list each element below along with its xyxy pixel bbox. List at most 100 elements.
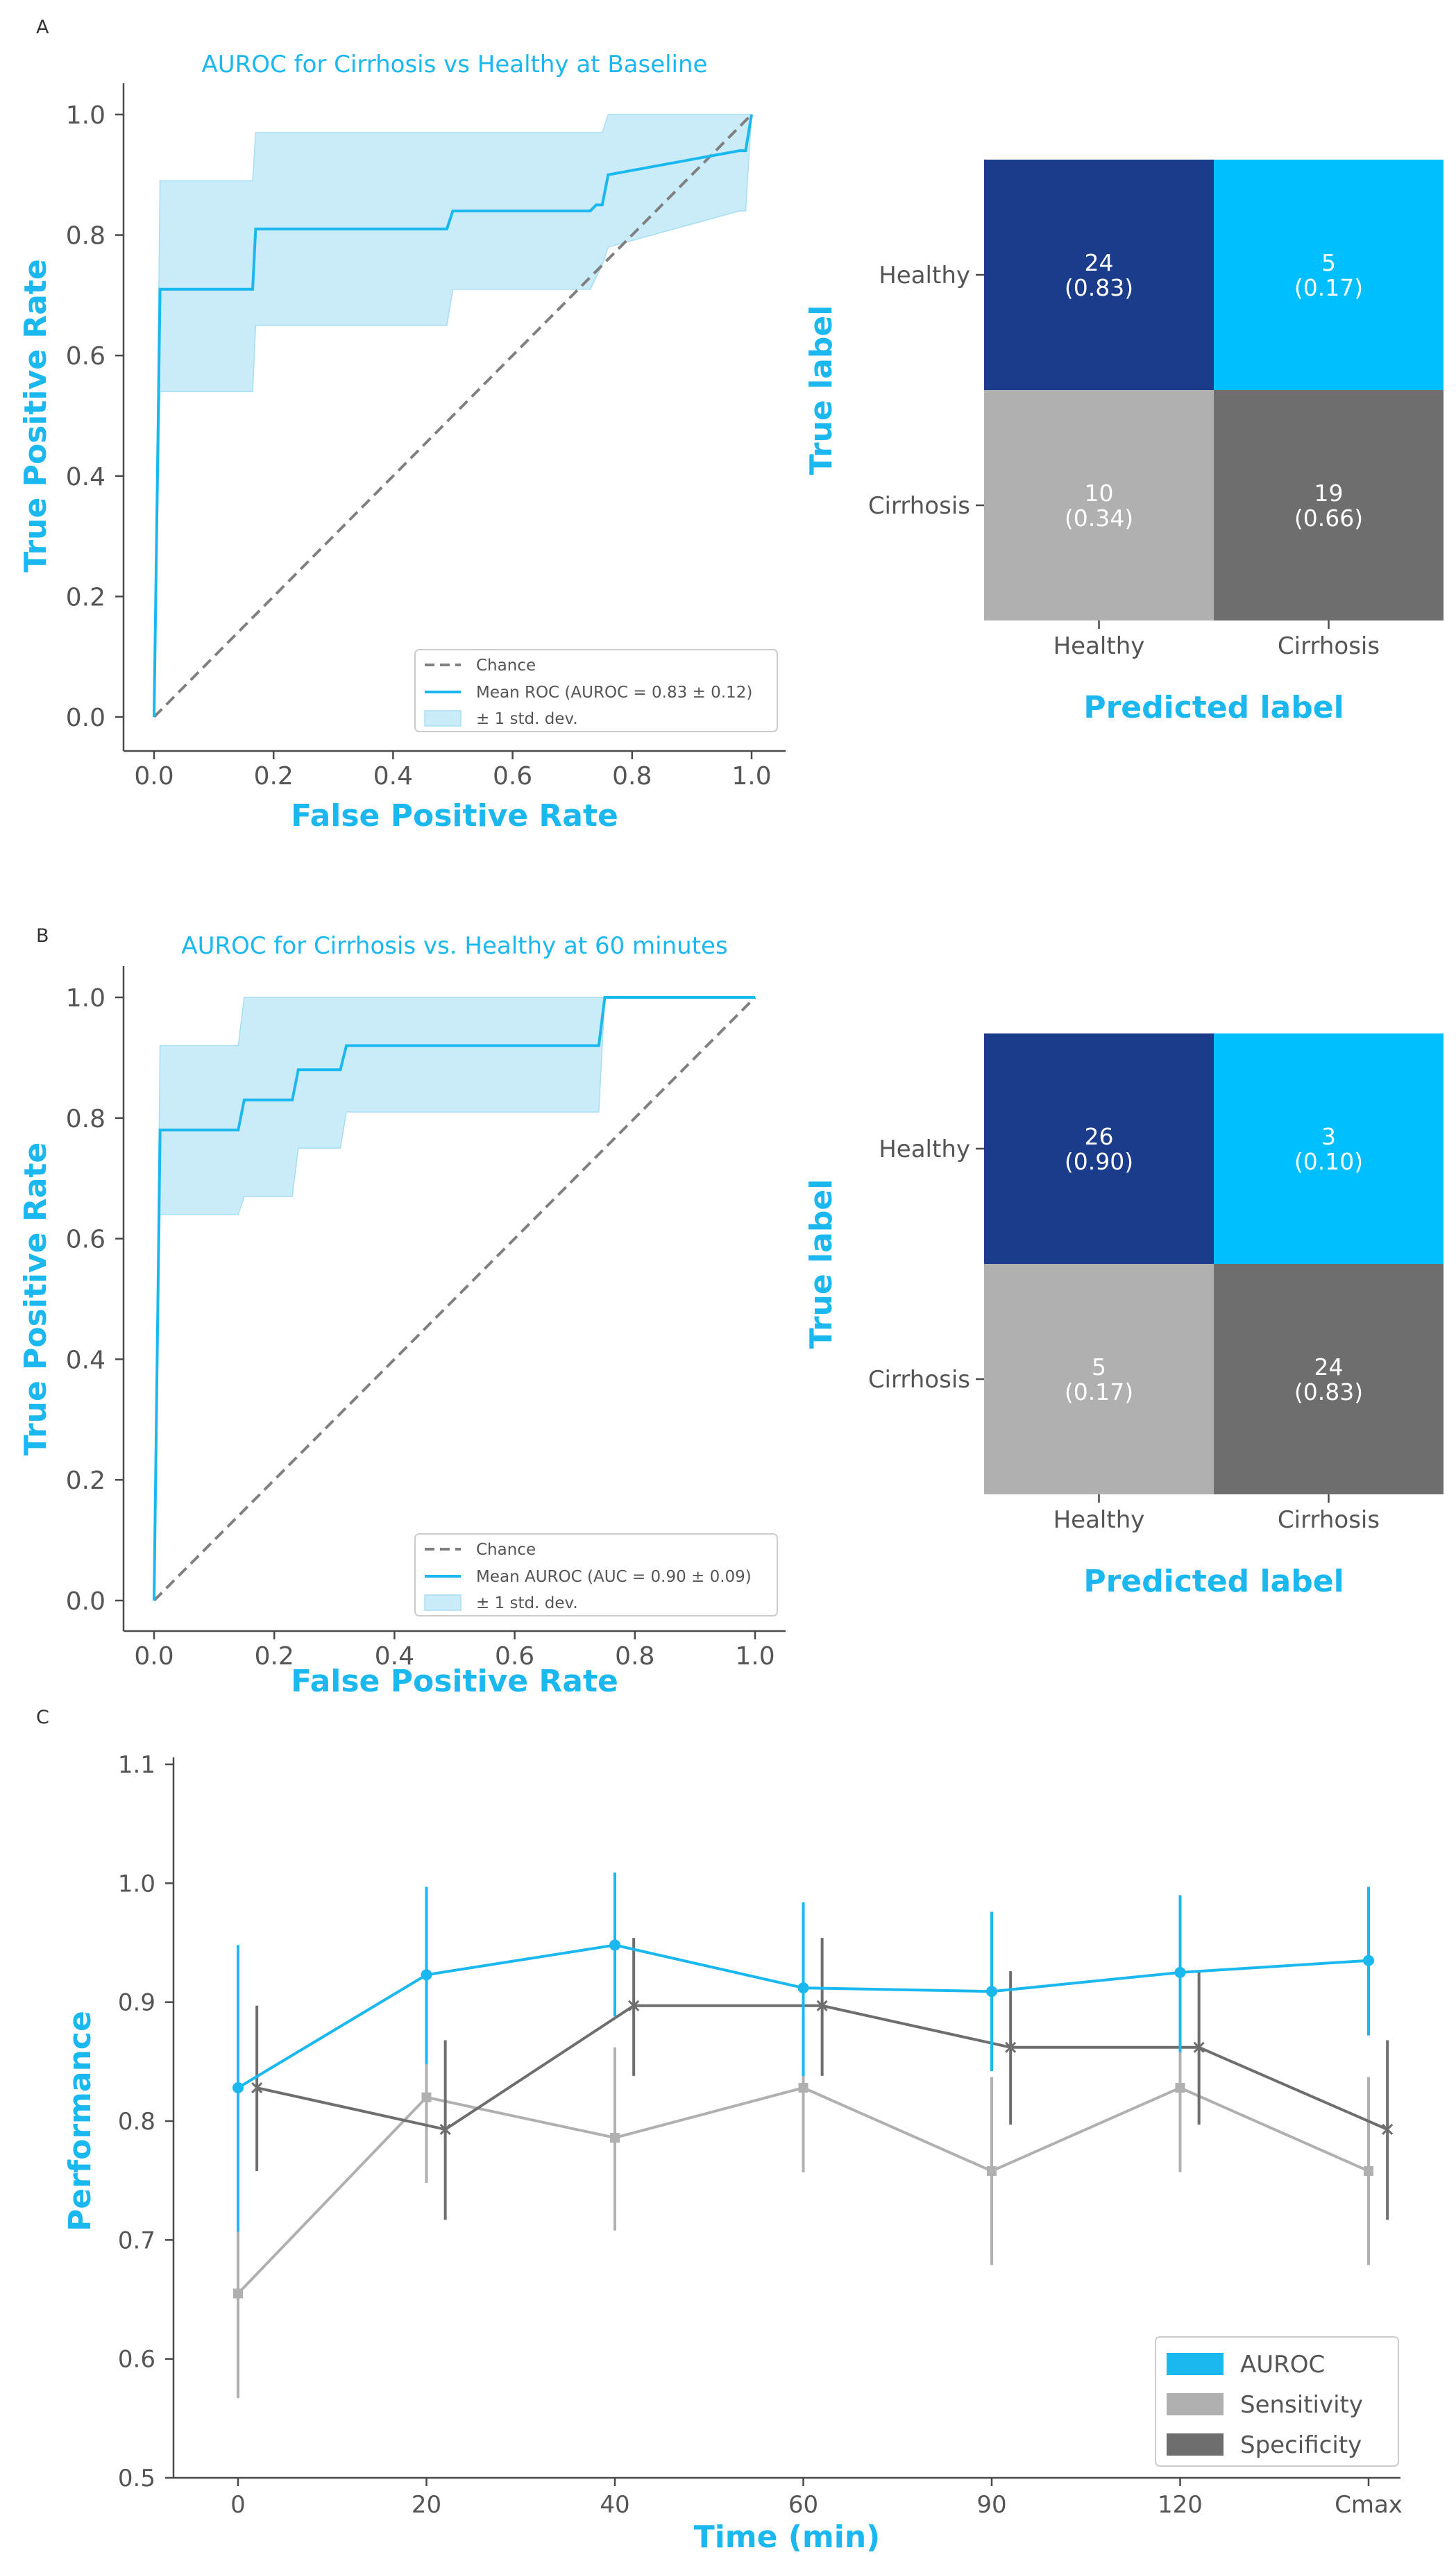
data-point bbox=[1174, 1966, 1186, 1978]
data-point bbox=[1175, 2083, 1185, 2093]
mean-roc-line bbox=[153, 114, 753, 718]
data-point bbox=[251, 2082, 263, 2094]
y-tick-label: 1.0 bbox=[66, 984, 105, 1013]
legend-band-swatch bbox=[424, 1594, 462, 1611]
cell-fraction: (0.17) bbox=[1294, 274, 1363, 301]
matrix-cell bbox=[984, 390, 1214, 620]
x-tick-label: 0.6 bbox=[493, 762, 532, 791]
y-tick-label: 0.6 bbox=[66, 342, 105, 371]
confusion-matrix-60-minutes: 26(0.90) 3(0.10) 5(0.17) 24(0.83) Healthy Cir… bbox=[804, 1033, 1444, 1599]
legend: Chance Mean AUROC (AUC = 0.90 ± 0.09) ± 1 … bbox=[414, 1533, 778, 1616]
chart-title: AUROC for Cirrhosis vs. Healthy at 60 mi… bbox=[181, 932, 727, 960]
confusion-matrix-baseline: 24(0.83) 5(0.17) 10(0.34) 19(0.66) Healthy Ci… bbox=[804, 160, 1444, 725]
x-tick-label: 1.0 bbox=[735, 1642, 774, 1671]
y-axis-label: True Positive Rate bbox=[18, 1142, 53, 1456]
data-point bbox=[439, 2123, 451, 2136]
legend-band-label: ± 1 std. dev. bbox=[476, 710, 578, 728]
legend: Chance Mean ROC (AUROC = 0.83 ± 0.12) ± 1 … bbox=[414, 649, 778, 732]
legend-band-label: ± 1 std. dev. bbox=[476, 1594, 578, 1612]
legend-frame bbox=[414, 1533, 778, 1616]
cell-count: 3 bbox=[1321, 1123, 1336, 1150]
x-tick-label: 20 bbox=[412, 2491, 441, 2519]
y-tick-label: 1.0 bbox=[66, 101, 105, 130]
matrix-cell bbox=[984, 1264, 1214, 1494]
col-tick-label: Cirrhosis bbox=[1278, 632, 1380, 660]
data-point bbox=[1363, 1955, 1374, 1966]
y-axis-label: True label bbox=[804, 1179, 839, 1349]
roc-chart-60-minutes: AUROC for Cirrhosis vs. Healthy at 60 mi… bbox=[18, 932, 786, 1699]
legend-chance-label: Chance bbox=[476, 657, 536, 675]
data-point bbox=[1005, 2041, 1017, 2053]
y-tick-label: 0.5 bbox=[118, 2465, 155, 2492]
y-tick-label: 0.9 bbox=[118, 1989, 155, 2017]
cell-fraction: (0.90) bbox=[1065, 1148, 1133, 1175]
data-point bbox=[628, 2000, 640, 2011]
legend-band-swatch bbox=[424, 710, 462, 727]
x-tick-label: 90 bbox=[976, 2491, 1006, 2519]
data-point bbox=[797, 1982, 809, 1994]
y-axis-label: True label bbox=[804, 305, 839, 475]
matrix-cell bbox=[1214, 1033, 1444, 1264]
y-tick-label: 0.4 bbox=[66, 463, 105, 491]
legend-mean-label: Mean ROC (AUROC = 0.83 ± 0.12) bbox=[476, 684, 752, 702]
x-tick-label: 0.2 bbox=[254, 762, 294, 791]
cell-count: 5 bbox=[1321, 249, 1336, 276]
cell-count: 26 bbox=[1085, 1123, 1114, 1150]
legend-swatch bbox=[1167, 2433, 1224, 2456]
matrix-cell bbox=[1214, 390, 1444, 620]
roc-chart-baseline: AUROC for Cirrhosis vs Healthy at Baseli… bbox=[18, 51, 786, 834]
legend-swatch bbox=[1167, 2353, 1224, 2375]
cell-count: 24 bbox=[1085, 249, 1114, 276]
x-tick-label: 40 bbox=[600, 2491, 629, 2519]
data-point bbox=[609, 1939, 620, 1951]
col-tick-label: Cirrhosis bbox=[1278, 1506, 1380, 1534]
data-point bbox=[233, 2288, 243, 2299]
y-axis-label: True Positive Rate bbox=[18, 259, 53, 573]
y-tick-label: 0.2 bbox=[66, 583, 105, 611]
x-axis-label: Predicted label bbox=[1083, 1564, 1344, 1599]
cell-count: 24 bbox=[1314, 1353, 1344, 1381]
col-tick-label: Healthy bbox=[1053, 632, 1145, 660]
legend-frame bbox=[414, 649, 778, 732]
y-tick-label: 0.6 bbox=[66, 1226, 105, 1254]
matrix-cell bbox=[984, 1033, 1214, 1264]
data-point bbox=[798, 2083, 809, 2093]
legend: AUROC Sensitivity Specificity bbox=[1155, 2336, 1399, 2467]
panel-b-letter: B bbox=[36, 925, 49, 947]
y-axis-label: Performance bbox=[62, 2011, 98, 2231]
legend-chance-label: Chance bbox=[476, 1541, 536, 1559]
legend-swatch bbox=[1167, 2393, 1224, 2415]
x-tick-label: 120 bbox=[1158, 2491, 1203, 2519]
matrix-cell bbox=[1214, 160, 1444, 390]
col-tick-label: Healthy bbox=[1053, 1506, 1145, 1534]
matrix-cell bbox=[1214, 1264, 1444, 1494]
std-dev-band bbox=[153, 997, 755, 1601]
x-tick-label: 60 bbox=[788, 2491, 818, 2519]
data-point bbox=[986, 1986, 997, 1998]
x-axis-label: False Positive Rate bbox=[291, 1664, 618, 1699]
x-tick-label: 0.4 bbox=[373, 762, 413, 791]
x-tick-label: 0.4 bbox=[375, 1642, 414, 1671]
x-tick-label: 1.0 bbox=[731, 762, 771, 791]
y-tick-label: 0.8 bbox=[66, 1105, 105, 1133]
data-point bbox=[232, 2082, 244, 2094]
cell-fraction: (0.83) bbox=[1294, 1378, 1363, 1405]
matrix-cell bbox=[984, 160, 1214, 390]
row-tick-label: Healthy bbox=[879, 262, 970, 289]
y-tick-label: 0.8 bbox=[118, 2108, 155, 2136]
x-axis-label: Time (min) bbox=[694, 2519, 881, 2555]
y-tick-label: 0.6 bbox=[118, 2346, 155, 2374]
x-tick-label: 0.8 bbox=[615, 1642, 654, 1671]
cell-count: 5 bbox=[1092, 1353, 1106, 1381]
cell-count: 19 bbox=[1314, 480, 1344, 507]
chart-title: AUROC for Cirrhosis vs Healthy at Baseli… bbox=[202, 51, 708, 78]
x-tick-label: 0.2 bbox=[255, 1642, 294, 1671]
row-tick-label: Cirrhosis bbox=[868, 1366, 970, 1394]
legend-label: AUROC bbox=[1240, 2351, 1325, 2379]
data-point bbox=[1382, 2123, 1394, 2136]
legend-mean-label: Mean AUROC (AUC = 0.90 ± 0.09) bbox=[476, 1568, 752, 1586]
x-tick-label: 0.0 bbox=[134, 762, 173, 791]
y-tick-label: 1.1 bbox=[118, 1751, 155, 1779]
y-tick-label: 0.7 bbox=[118, 2227, 155, 2254]
